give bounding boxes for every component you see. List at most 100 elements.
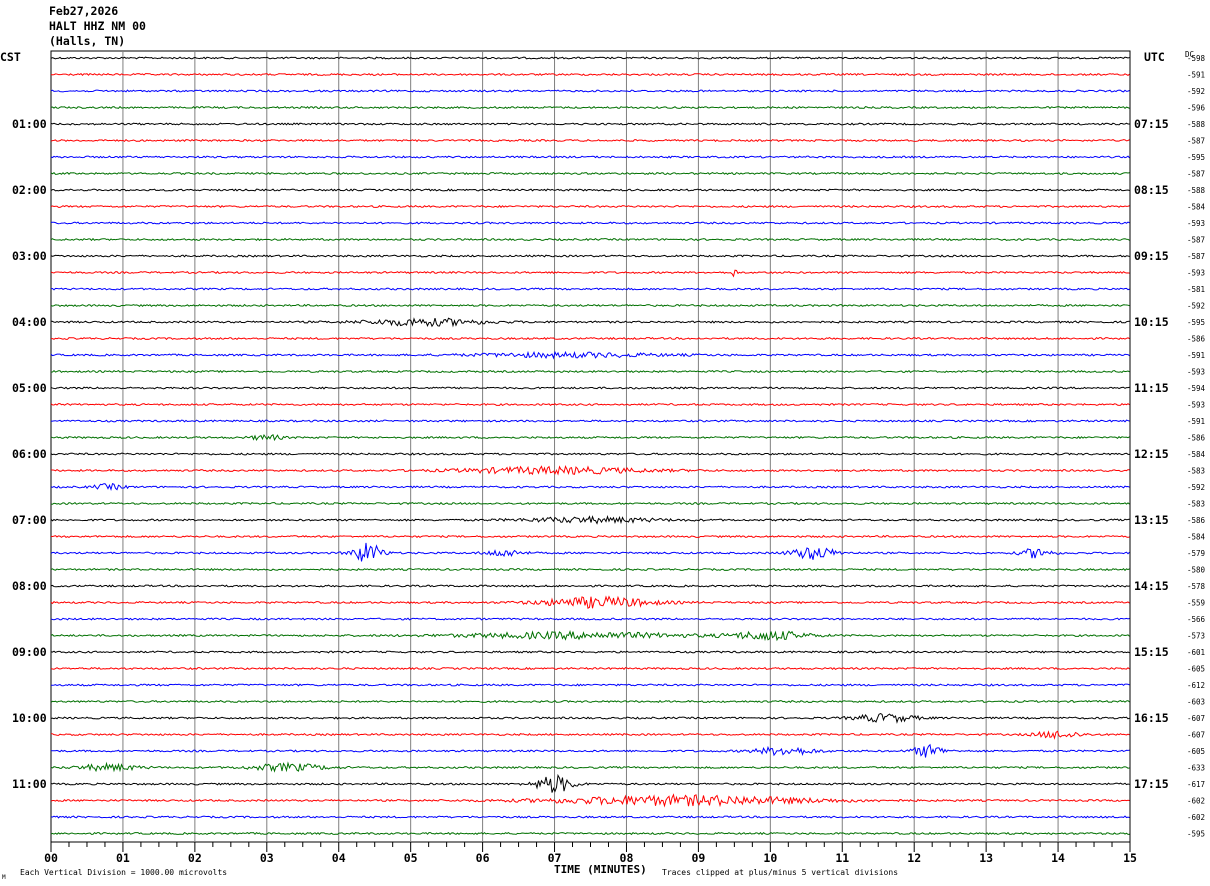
trace-line bbox=[50, 542, 1130, 562]
x-tick-label: 01 bbox=[116, 851, 130, 865]
trace-line bbox=[50, 204, 1130, 209]
trace-line bbox=[50, 815, 1130, 819]
x-tick-label: 04 bbox=[332, 851, 346, 865]
chart-frame bbox=[50, 50, 1131, 843]
corner-mark: M bbox=[2, 874, 6, 881]
left-hour-label: 04:00 bbox=[12, 315, 47, 329]
trace-line bbox=[50, 773, 1130, 793]
trace-line bbox=[50, 630, 1130, 642]
x-tick-label: 09 bbox=[691, 851, 705, 865]
dc-offset-value: -592 bbox=[1187, 87, 1205, 96]
trace-line bbox=[50, 464, 1130, 476]
right-hour-labels: 07:15 08:15 09:15 10:15 11:15 12:15 13:15 14:15… bbox=[1134, 117, 1169, 791]
dc-offset-value: -591 bbox=[1187, 351, 1205, 360]
trace-line bbox=[51, 743, 1130, 758]
dc-offset-value: -587 bbox=[1187, 137, 1205, 146]
right-hour-label: 14:15 bbox=[1134, 579, 1169, 593]
trace-line bbox=[50, 386, 1130, 390]
left-hour-label: 10:00 bbox=[12, 711, 47, 725]
trace-line bbox=[50, 369, 1130, 374]
x-tick-label: 06 bbox=[476, 851, 490, 865]
right-hour-label: 16:15 bbox=[1134, 711, 1169, 725]
trace-line bbox=[50, 56, 1130, 60]
trace-line bbox=[50, 254, 1130, 258]
dc-offset-value: -595 bbox=[1187, 830, 1205, 839]
trace-line bbox=[50, 105, 1130, 110]
trace-line bbox=[50, 595, 1130, 609]
right-hour-label: 07:15 bbox=[1134, 117, 1169, 131]
left-hour-labels: 01:00 02:00 03:00 04:00 05:00 06:00 07:00 08:00… bbox=[12, 117, 47, 791]
right-hour-label: 12:15 bbox=[1134, 447, 1169, 461]
x-tick-label: 07 bbox=[548, 851, 562, 865]
dc-offset-value: -587 bbox=[1187, 236, 1205, 245]
trace-line bbox=[50, 287, 1130, 291]
trace-line bbox=[50, 515, 1130, 525]
trace-line bbox=[50, 699, 1130, 704]
dc-offset-value: -602 bbox=[1187, 813, 1205, 822]
dc-offset-value: -612 bbox=[1187, 681, 1205, 690]
dc-column-label: DC bbox=[1185, 50, 1194, 59]
trace-line bbox=[50, 761, 1130, 773]
trace-line bbox=[50, 650, 1130, 654]
right-hour-label: 11:15 bbox=[1134, 381, 1169, 395]
station-label: HALT HHZ NM 00 bbox=[49, 19, 146, 33]
trace-line bbox=[50, 188, 1130, 192]
x-tick-label: 13 bbox=[979, 851, 993, 865]
dc-offset-labels: -598 -591 -592 -596 -588 -587 -595 -587 -588 -584… bbox=[1187, 54, 1206, 839]
x-tick-label: 00 bbox=[44, 851, 58, 865]
left-hour-label: 05:00 bbox=[12, 381, 47, 395]
dc-offset-value: -593 bbox=[1187, 269, 1205, 278]
trace-line bbox=[50, 712, 1130, 724]
trace-line bbox=[50, 171, 1130, 176]
trace-line bbox=[50, 221, 1130, 225]
x-tick-label: 14 bbox=[1051, 851, 1065, 865]
dc-offset-value: -586 bbox=[1187, 335, 1206, 344]
chart-grid bbox=[50, 50, 1131, 843]
dc-offset-value: -588 bbox=[1187, 120, 1206, 129]
dc-offset-value: -596 bbox=[1187, 104, 1206, 113]
dc-offset-value: -607 bbox=[1187, 731, 1205, 740]
trace-line bbox=[50, 138, 1130, 143]
left-hour-label: 08:00 bbox=[12, 579, 47, 593]
dc-offset-value: -617 bbox=[1187, 780, 1205, 789]
trace-line bbox=[50, 567, 1130, 572]
trace-line bbox=[50, 89, 1130, 93]
trace-line bbox=[50, 666, 1130, 671]
dc-offset-value: -581 bbox=[1187, 285, 1205, 294]
right-hour-label: 08:15 bbox=[1134, 183, 1169, 197]
dc-offset-value: -595 bbox=[1187, 153, 1205, 162]
dc-offset-value: -595 bbox=[1187, 318, 1205, 327]
trace-line bbox=[50, 122, 1130, 126]
right-hour-label: 10:15 bbox=[1134, 315, 1169, 329]
x-tick-label: 08 bbox=[620, 851, 634, 865]
dc-offset-value: -591 bbox=[1187, 71, 1205, 80]
trace-line bbox=[50, 402, 1130, 407]
dc-offset-value: -598 bbox=[1187, 54, 1206, 63]
dc-offset-value: -593 bbox=[1187, 401, 1205, 410]
dc-offset-value: -593 bbox=[1187, 219, 1205, 228]
dc-offset-value: -603 bbox=[1187, 698, 1205, 707]
dc-offset-value: -605 bbox=[1187, 665, 1205, 674]
trace-line bbox=[51, 683, 1130, 687]
dc-offset-value: -605 bbox=[1187, 747, 1205, 756]
trace-line bbox=[50, 72, 1130, 77]
dc-offset-value: -593 bbox=[1187, 368, 1205, 377]
location-label: (Halls, TN) bbox=[49, 34, 125, 48]
dc-offset-value: -584 bbox=[1187, 533, 1206, 542]
right-hour-label: 17:15 bbox=[1134, 777, 1169, 791]
left-hour-label: 11:00 bbox=[12, 777, 47, 791]
trace-line bbox=[50, 303, 1130, 308]
x-tick-label: 05 bbox=[404, 851, 418, 865]
dc-offset-value: -586 bbox=[1187, 516, 1206, 525]
left-hour-label: 01:00 bbox=[12, 117, 47, 131]
left-timezone-label: CST bbox=[0, 50, 21, 64]
trace-line bbox=[50, 419, 1130, 423]
chart-date: Feb27,2026 bbox=[49, 4, 118, 18]
dc-offset-value: -602 bbox=[1187, 797, 1205, 806]
x-tick-label: 10 bbox=[763, 851, 777, 865]
x-tick-label: 11 bbox=[835, 851, 849, 865]
dc-offset-value: -601 bbox=[1187, 648, 1205, 657]
trace-line bbox=[50, 452, 1130, 456]
x-tick-label: 02 bbox=[188, 851, 202, 865]
